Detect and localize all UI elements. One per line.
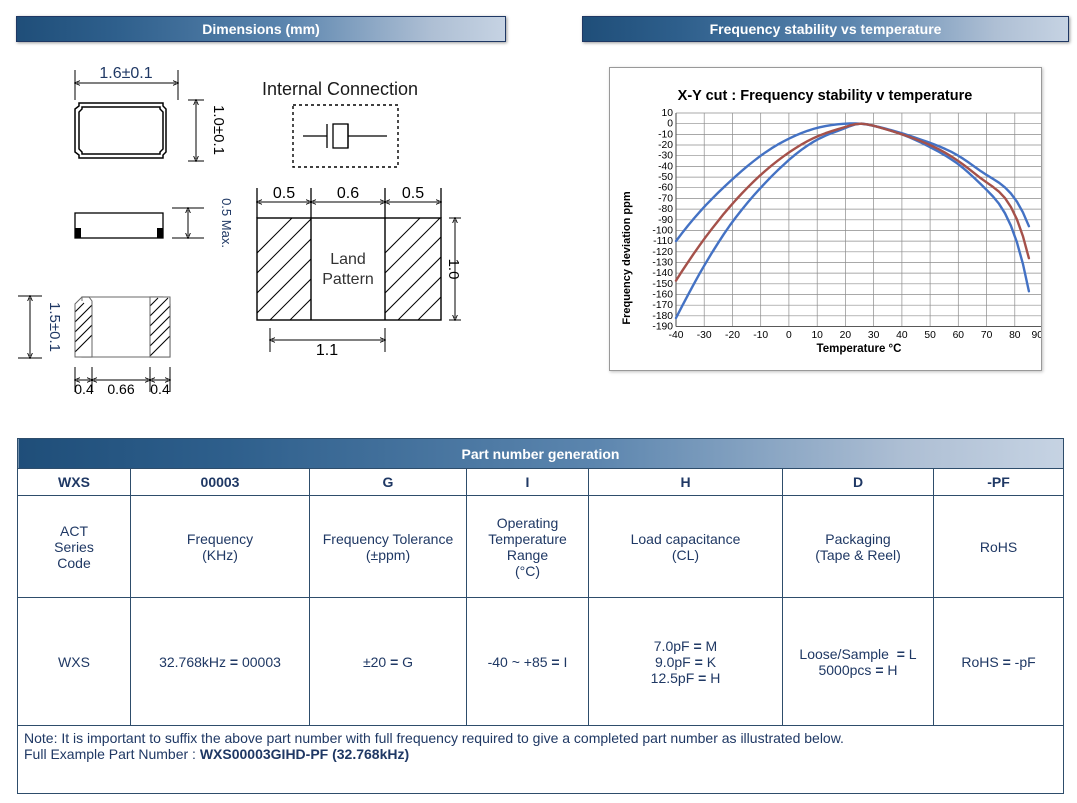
svg-text:-180: -180 <box>652 311 673 322</box>
svg-text:0: 0 <box>786 330 792 341</box>
svg-text:90: 90 <box>1032 330 1041 341</box>
svg-text:0.5 Max.: 0.5 Max. <box>219 198 234 248</box>
svg-text:-140: -140 <box>652 268 673 279</box>
svg-text:-30: -30 <box>697 330 712 341</box>
svg-text:Frequency deviation ppm: Frequency deviation ppm <box>621 191 633 324</box>
svg-text:60: 60 <box>953 330 965 341</box>
svg-text:X-Y cut : Frequency stability: X-Y cut : Frequency stability v temperat… <box>678 88 973 104</box>
svg-text:-20: -20 <box>725 330 740 341</box>
svg-text:Internal Connection: Internal Connection <box>262 79 418 99</box>
svg-text:-120: -120 <box>652 247 673 258</box>
svg-text:-40: -40 <box>658 161 673 172</box>
svg-text:-90: -90 <box>658 215 673 226</box>
svg-text:Land: Land <box>330 251 366 268</box>
svg-text:-160: -160 <box>652 290 673 301</box>
svg-text:-110: -110 <box>653 236 673 247</box>
svg-text:-50: -50 <box>658 172 673 183</box>
svg-text:-10: -10 <box>658 129 673 140</box>
svg-text:-20: -20 <box>658 140 673 151</box>
svg-text:10: 10 <box>662 108 674 119</box>
svg-text:-30: -30 <box>658 151 673 162</box>
svg-text:50: 50 <box>924 330 936 341</box>
svg-text:1.0: 1.0 <box>445 259 462 280</box>
svg-text:0.66: 0.66 <box>107 381 134 397</box>
svg-text:-10: -10 <box>753 330 768 341</box>
svg-text:Temperature °C: Temperature °C <box>817 343 902 355</box>
svg-text:Pattern: Pattern <box>322 271 374 288</box>
svg-text:0.4: 0.4 <box>74 381 94 397</box>
svg-text:10: 10 <box>811 330 823 341</box>
svg-text:0.5: 0.5 <box>402 185 424 202</box>
svg-text:40: 40 <box>896 330 908 341</box>
svg-text:-60: -60 <box>658 183 673 194</box>
svg-text:0.6: 0.6 <box>337 185 359 202</box>
svg-text:0: 0 <box>667 119 673 130</box>
svg-text:1.0±0.1: 1.0±0.1 <box>210 105 227 155</box>
svg-text:-150: -150 <box>652 279 673 290</box>
svg-text:20: 20 <box>840 330 852 341</box>
svg-text:-80: -80 <box>658 204 673 215</box>
svg-text:1.6±0.1: 1.6±0.1 <box>99 65 152 82</box>
svg-text:-170: -170 <box>652 300 673 311</box>
svg-text:1.5±0.1: 1.5±0.1 <box>46 302 63 352</box>
svg-text:-70: -70 <box>658 193 673 204</box>
svg-text:-100: -100 <box>652 225 673 236</box>
svg-text:-40: -40 <box>669 330 684 341</box>
svg-text:70: 70 <box>981 330 993 341</box>
svg-text:-130: -130 <box>652 258 673 269</box>
svg-text:0.4: 0.4 <box>150 381 170 397</box>
svg-text:80: 80 <box>1009 330 1021 341</box>
svg-text:1.1: 1.1 <box>316 342 338 359</box>
svg-text:30: 30 <box>868 330 880 341</box>
svg-text:0.5: 0.5 <box>273 185 295 202</box>
